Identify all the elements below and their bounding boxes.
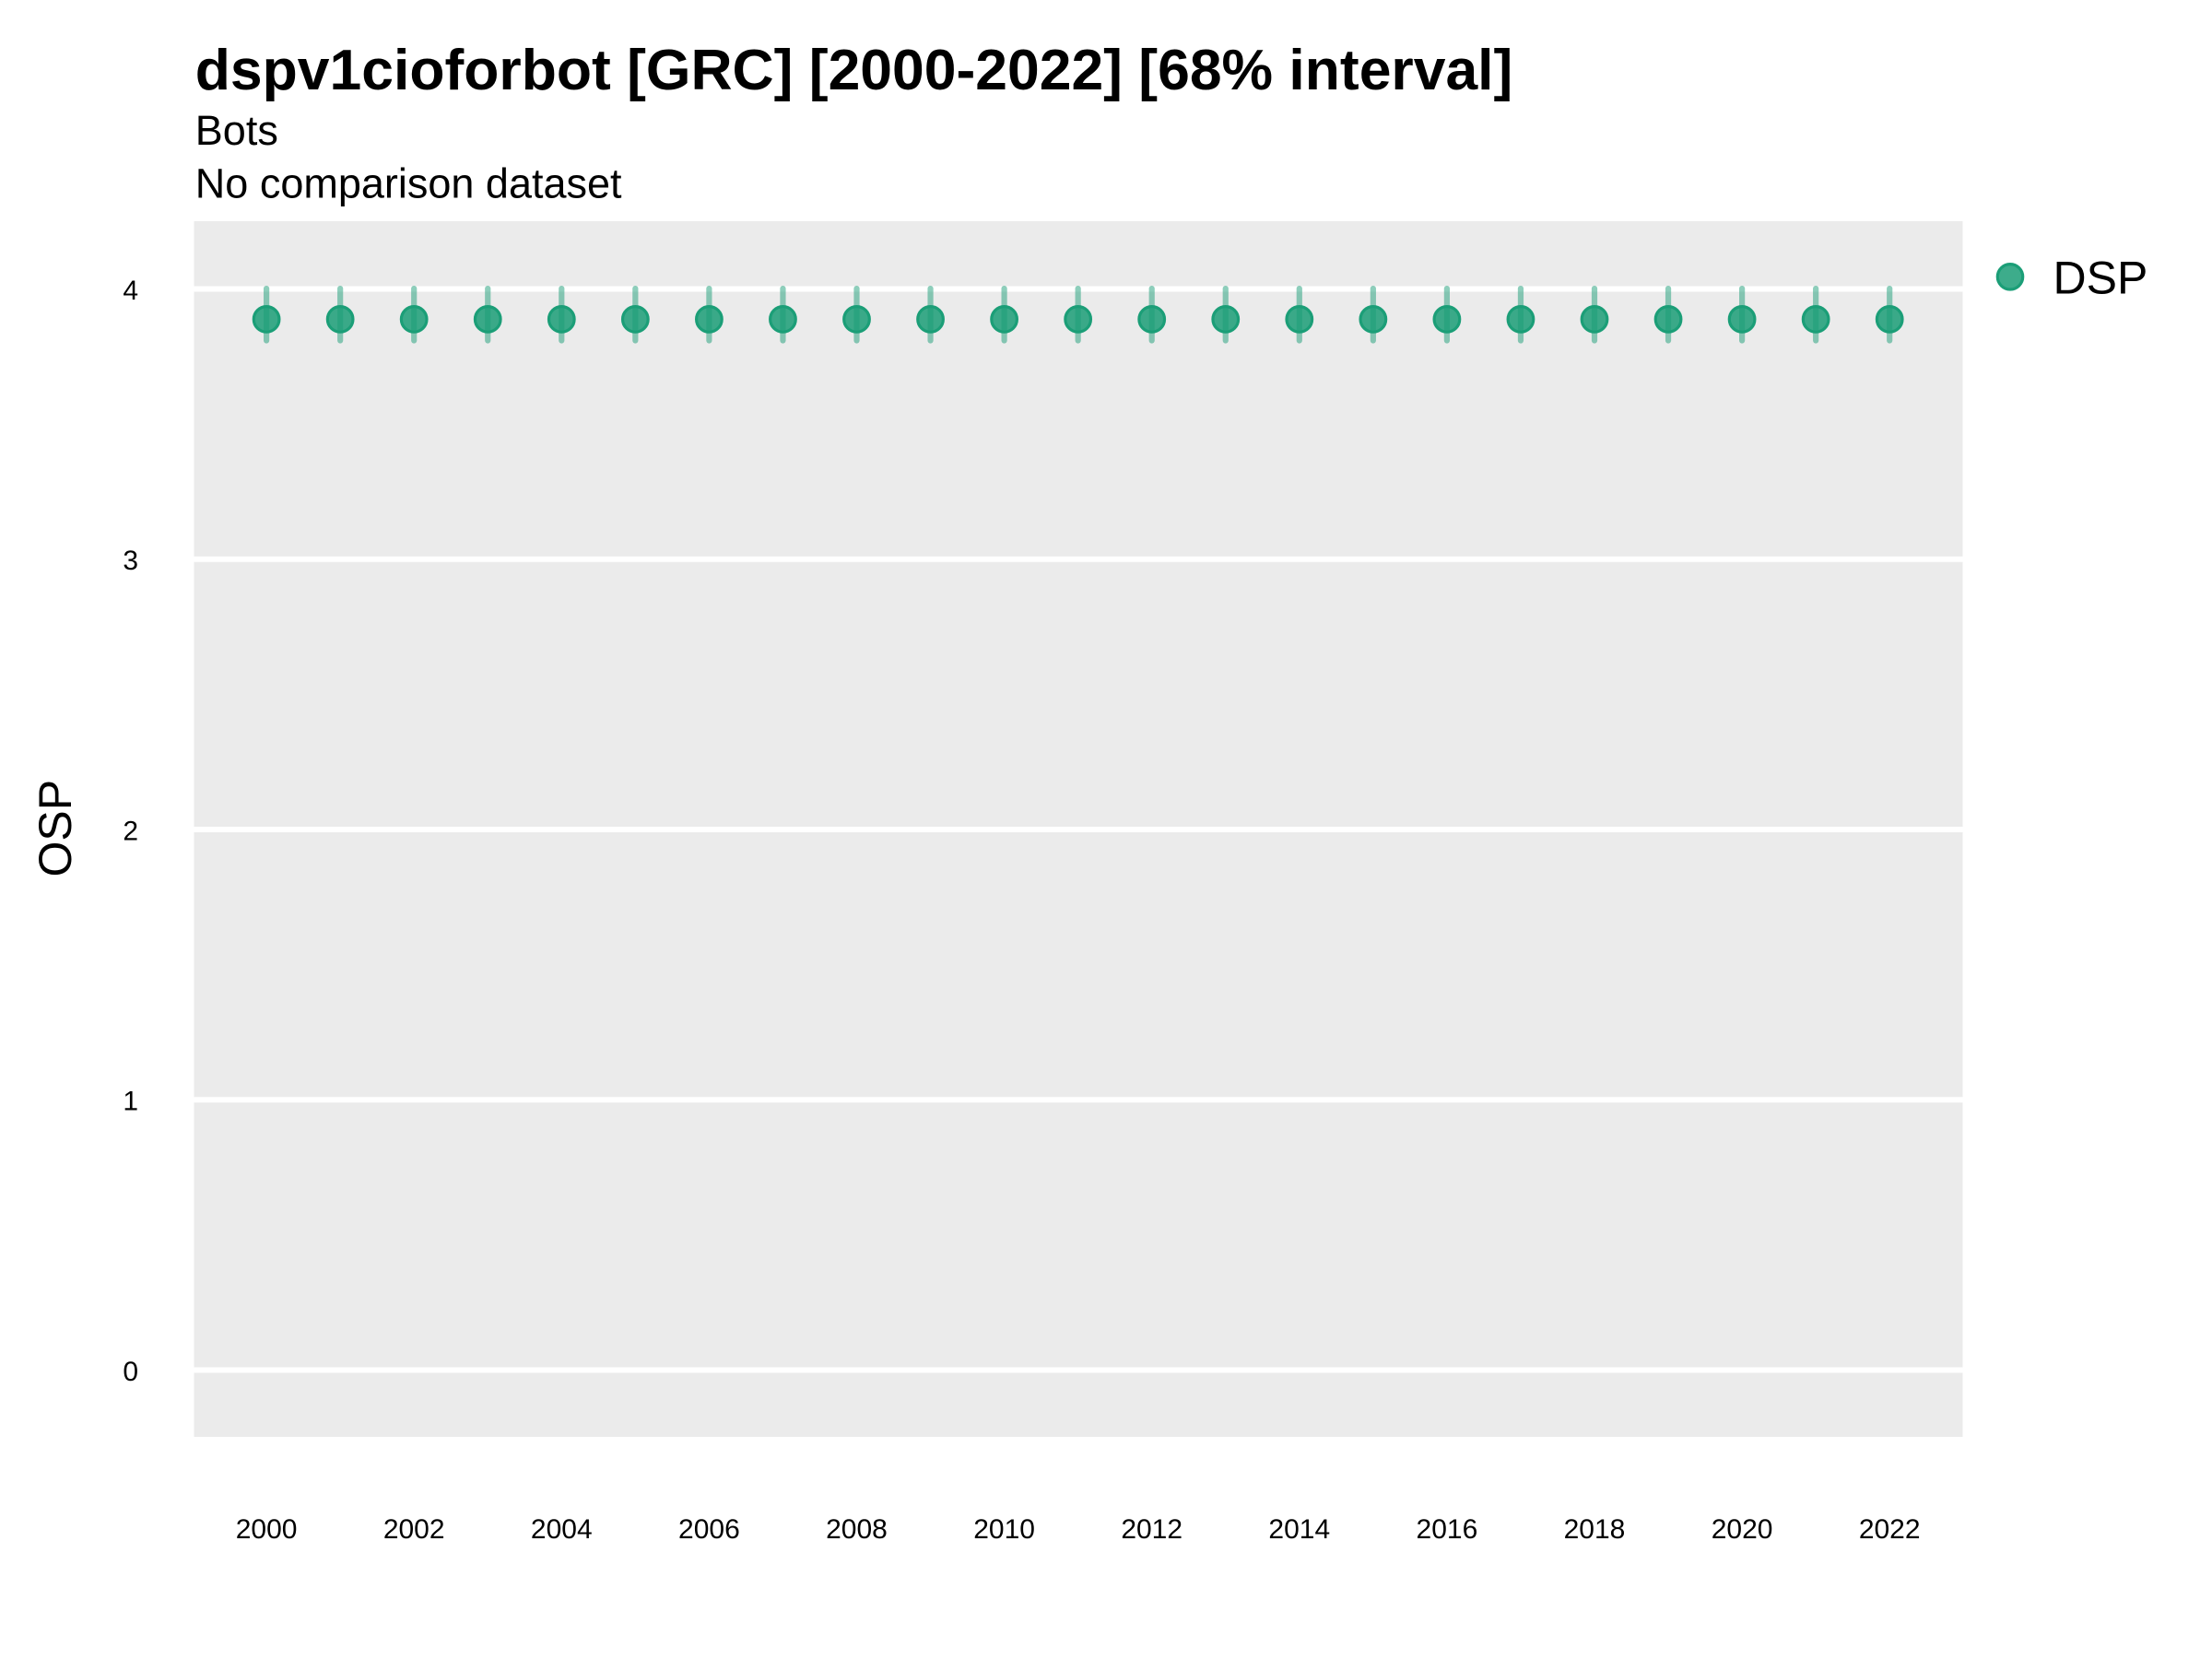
svg-text:2016: 2016 (1417, 1514, 1478, 1545)
svg-text:2020: 2020 (1712, 1514, 1773, 1545)
svg-text:dspv1cioforbot [GRC] [2000-202: dspv1cioforbot [GRC] [2000-2022] [68% in… (195, 38, 1513, 102)
svg-text:No comparison dataset: No comparison dataset (195, 160, 622, 207)
svg-text:2000: 2000 (236, 1514, 298, 1545)
svg-text:2: 2 (123, 816, 138, 846)
svg-text:2008: 2008 (826, 1514, 888, 1545)
svg-text:2004: 2004 (531, 1514, 593, 1545)
svg-text:2010: 2010 (973, 1514, 1035, 1545)
svg-text:1: 1 (123, 1087, 138, 1117)
svg-text:4: 4 (123, 276, 138, 306)
svg-text:DSP: DSP (2053, 253, 2148, 304)
svg-text:2018: 2018 (1564, 1514, 1626, 1545)
svg-text:2002: 2002 (383, 1514, 445, 1545)
svg-text:2012: 2012 (1121, 1514, 1182, 1545)
svg-text:2022: 2022 (1859, 1514, 1921, 1545)
svg-text:OSP: OSP (29, 780, 81, 877)
svg-text:2006: 2006 (678, 1514, 740, 1545)
svg-text:0: 0 (123, 1357, 138, 1387)
svg-text:Bots: Bots (195, 107, 278, 154)
svg-text:2014: 2014 (1268, 1514, 1330, 1545)
svg-text:3: 3 (123, 546, 138, 576)
